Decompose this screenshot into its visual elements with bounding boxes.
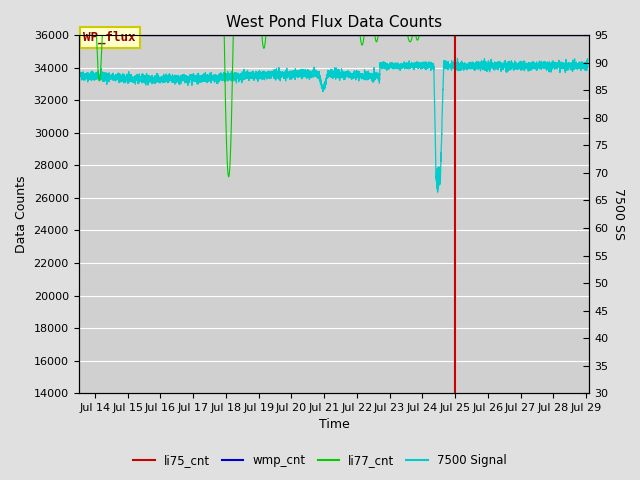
Text: WP_flux: WP_flux [83, 31, 136, 44]
X-axis label: Time: Time [319, 419, 349, 432]
Legend: li75_cnt, wmp_cnt, li77_cnt, 7500 Signal: li75_cnt, wmp_cnt, li77_cnt, 7500 Signal [129, 449, 511, 472]
Y-axis label: 7500 SS: 7500 SS [612, 188, 625, 240]
Y-axis label: Data Counts: Data Counts [15, 176, 28, 253]
Title: West Pond Flux Data Counts: West Pond Flux Data Counts [226, 15, 442, 30]
